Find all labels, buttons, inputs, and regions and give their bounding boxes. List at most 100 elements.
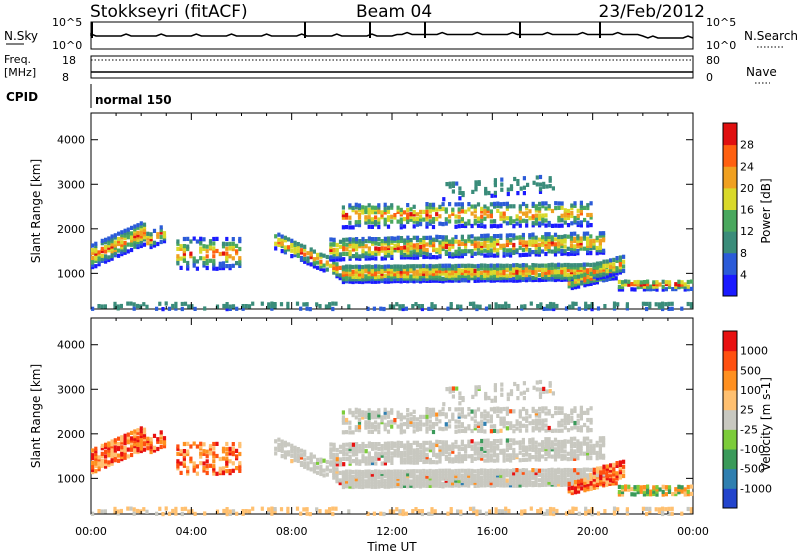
power-cell <box>113 301 117 306</box>
power-cell <box>492 253 497 258</box>
power-cell <box>399 246 404 251</box>
power-cell <box>463 271 468 276</box>
power-cell <box>584 304 588 309</box>
velocity-cell <box>438 445 442 450</box>
beam-label: Beam 04 <box>356 2 432 22</box>
power-cell <box>493 190 497 195</box>
power-cell <box>592 275 596 280</box>
power-cell <box>661 279 665 284</box>
power-cell <box>195 239 199 244</box>
velocity-cell <box>550 445 554 450</box>
velocity-cell <box>406 476 410 481</box>
power-cell <box>569 231 574 236</box>
velocity-cell <box>689 484 694 489</box>
velocity-cell <box>454 478 458 483</box>
power-cell <box>357 208 362 213</box>
velocity-cell <box>555 508 559 514</box>
power-cell <box>602 262 606 267</box>
power-cell <box>386 224 391 229</box>
power-cell <box>431 202 436 207</box>
velocity-cell <box>383 458 387 463</box>
power-cell <box>493 193 497 198</box>
velocity-cell <box>390 444 394 449</box>
power-cell <box>422 240 426 245</box>
power-cell <box>406 219 410 224</box>
power-cell <box>399 222 403 227</box>
power-cell <box>518 237 522 243</box>
velocity-cell <box>318 509 322 514</box>
velocity-cell <box>589 484 593 489</box>
velocity-cell <box>451 476 455 481</box>
power-cell <box>192 259 196 264</box>
velocity-cell <box>649 492 653 497</box>
power-cell <box>348 264 352 269</box>
velocity-cell <box>412 476 416 481</box>
power-cell <box>570 221 574 226</box>
power-cell <box>569 272 574 277</box>
velocity-cell <box>599 480 603 485</box>
velocity-cell <box>531 470 535 476</box>
power-cell <box>146 231 150 236</box>
velocity-cell <box>422 455 426 460</box>
velocity-cell <box>187 509 191 514</box>
power-cell <box>463 263 468 268</box>
velocity-cell <box>486 441 490 446</box>
power-cell <box>228 241 232 246</box>
power-cell <box>377 205 381 210</box>
velocity-cell <box>142 447 147 452</box>
velocity-cell <box>467 483 471 488</box>
power-cell <box>518 240 522 246</box>
power-cell <box>431 269 435 274</box>
power-cell <box>425 235 429 240</box>
power-cell <box>505 252 509 257</box>
power-cell <box>215 304 220 309</box>
power-cell <box>228 264 232 269</box>
power-cell <box>617 287 621 292</box>
velocity-cell <box>113 438 117 443</box>
velocity-cell <box>136 438 140 443</box>
velocity-cell <box>522 390 526 395</box>
power-cell <box>444 237 448 242</box>
velocity-cell <box>387 458 391 463</box>
power-cell <box>218 264 222 269</box>
velocity-cell <box>203 511 207 516</box>
velocity-cell <box>486 458 490 463</box>
power-cell <box>364 267 368 272</box>
power-cell <box>396 266 400 271</box>
power-cell <box>374 237 378 242</box>
velocity-cell <box>412 409 416 414</box>
velocity-cell <box>231 509 236 514</box>
power-cell <box>480 251 484 256</box>
velocity-cell <box>244 509 248 514</box>
velocity-cell <box>557 447 561 452</box>
power-cell <box>238 258 242 263</box>
power-cell <box>374 256 378 261</box>
power-cell <box>152 243 157 248</box>
power-cell <box>396 235 400 240</box>
power-cell <box>483 253 487 258</box>
velocity-cell <box>441 451 445 457</box>
velocity-cell <box>448 386 452 391</box>
power-cell <box>560 263 564 268</box>
velocity-cell <box>414 507 418 512</box>
power-cell <box>332 237 336 242</box>
power-cell <box>609 263 613 268</box>
power-cell <box>335 269 339 274</box>
velocity-cell <box>208 463 213 468</box>
velocity-colorbar-tick: 25 <box>740 404 754 417</box>
power-cell <box>438 242 442 247</box>
velocity-cell <box>479 478 484 484</box>
velocity-cell <box>367 472 371 477</box>
power-cell <box>506 191 510 197</box>
power-cell <box>425 271 429 277</box>
power-cell <box>496 241 500 246</box>
power-cell <box>370 277 374 282</box>
velocity-cell <box>432 445 436 450</box>
power-cell <box>490 193 494 198</box>
power-cell <box>458 186 462 191</box>
velocity-cell <box>332 447 336 452</box>
power-cell <box>592 262 596 267</box>
power-cell <box>225 256 229 261</box>
power-cell <box>552 302 556 307</box>
power-cell <box>393 236 397 241</box>
